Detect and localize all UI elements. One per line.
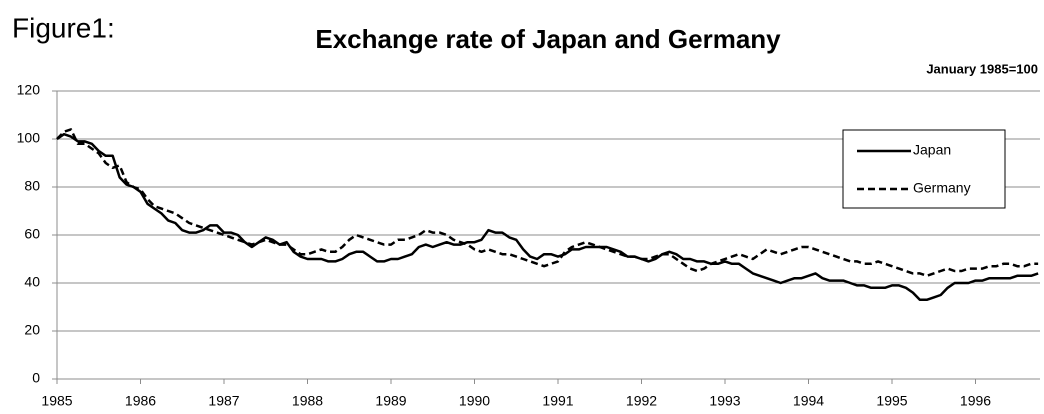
figure-label: Figure1:	[12, 12, 115, 43]
x-tick-label: 1985	[41, 393, 72, 409]
x-tick-label: 1995	[876, 393, 907, 409]
y-tick-label: 40	[24, 274, 40, 290]
x-tick-label: 1986	[125, 393, 156, 409]
series-line	[56, 132, 1039, 302]
legend-label: Japan	[913, 142, 951, 158]
legend-label: Germany	[913, 180, 971, 196]
y-tick-label: 80	[24, 178, 40, 194]
y-tick-label: 0	[32, 370, 40, 386]
x-tick-label: 1994	[793, 393, 824, 409]
x-tick-label: 1989	[375, 393, 406, 409]
x-tick-label: 1990	[459, 393, 490, 409]
legend-box	[842, 129, 1006, 209]
x-tick-label: 1992	[626, 393, 657, 409]
x-tick-label: 1988	[292, 393, 323, 409]
annotation: January 1985=100	[926, 61, 1038, 76]
chart-title: Exchange rate of Japan and Germany	[315, 24, 781, 54]
x-tick-label: 1991	[542, 393, 573, 409]
y-tick-label: 60	[24, 226, 40, 242]
series-line	[56, 128, 1039, 278]
y-tick-label: 100	[17, 130, 41, 146]
x-tick-label: 1996	[960, 393, 991, 409]
x-tick-label: 1987	[208, 393, 239, 409]
y-tick-label: 20	[24, 322, 40, 338]
y-tick-label: 120	[17, 82, 41, 98]
x-tick-label: 1993	[709, 393, 740, 409]
